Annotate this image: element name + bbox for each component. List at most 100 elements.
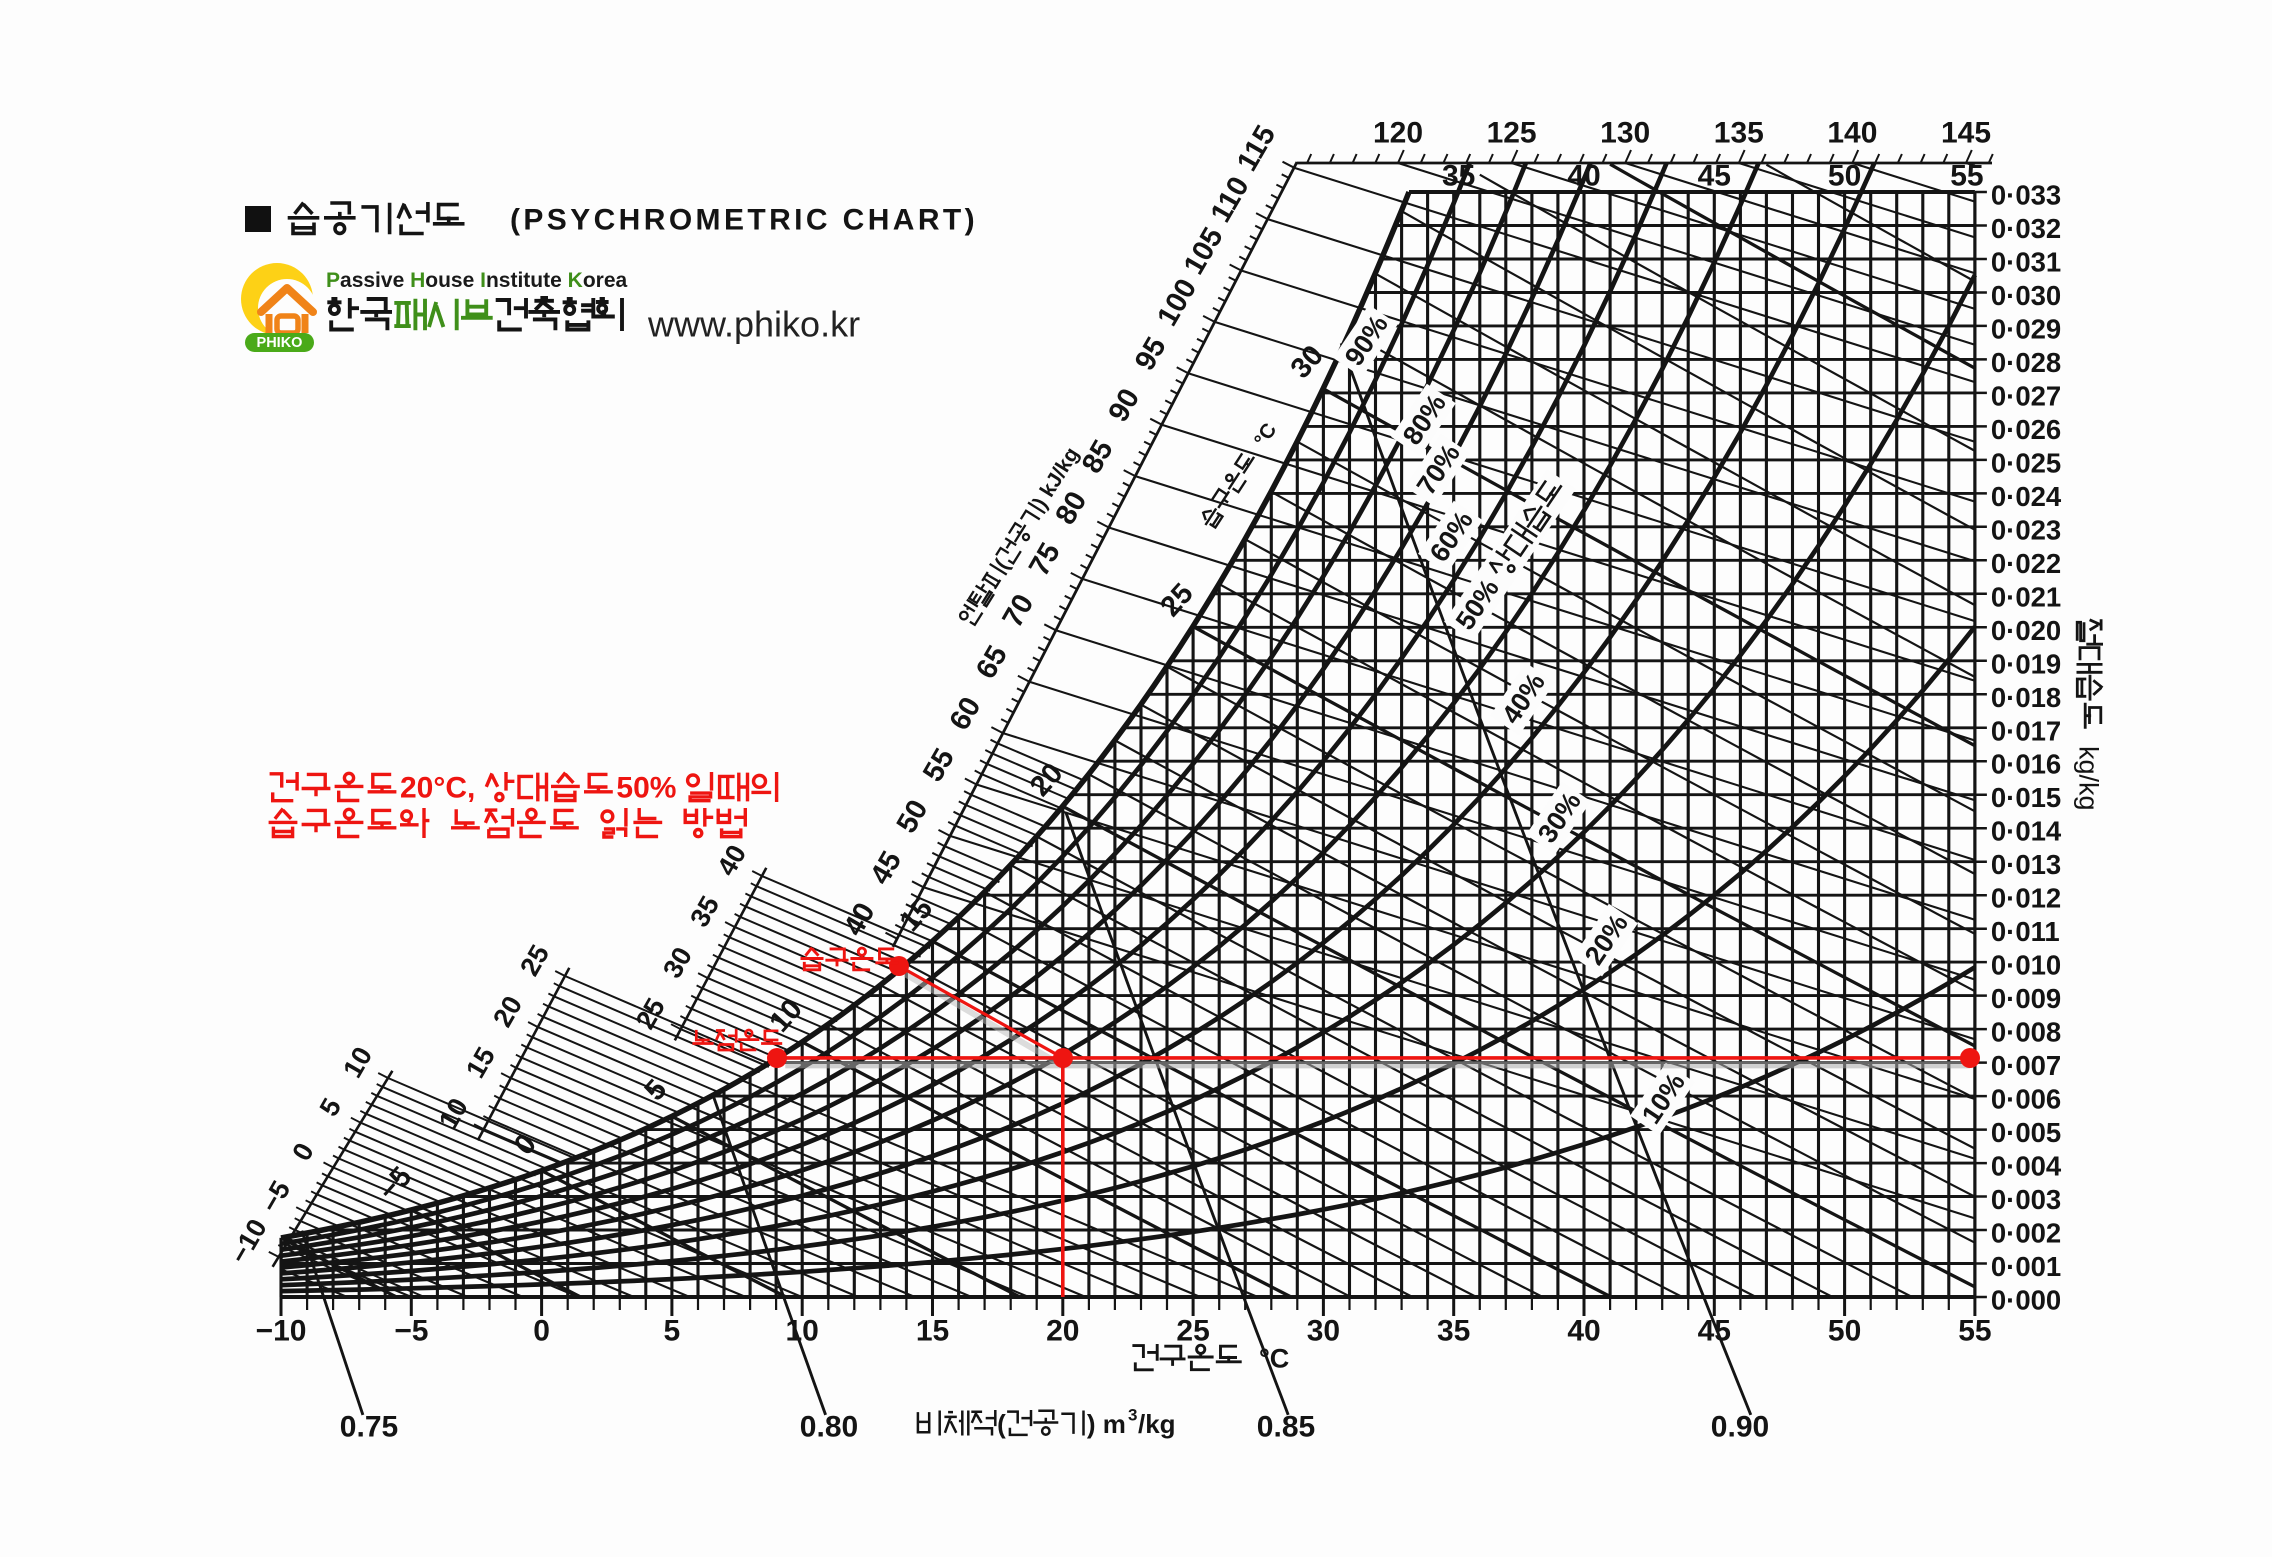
svg-text:30: 30 xyxy=(1307,1315,1340,1348)
svg-text:0·033: 0·033 xyxy=(1991,180,2061,211)
svg-text:0: 0 xyxy=(286,1138,319,1166)
svg-text:25: 25 xyxy=(1176,1315,1209,1348)
svg-text:125: 125 xyxy=(1487,117,1537,150)
svg-text:10: 10 xyxy=(786,1315,819,1348)
svg-text:0·030: 0·030 xyxy=(1991,280,2061,311)
svg-text:50: 50 xyxy=(1828,1315,1861,1348)
svg-text:0·004: 0·004 xyxy=(1991,1151,2062,1182)
svg-text:135: 135 xyxy=(1714,117,1764,150)
svg-text:130: 130 xyxy=(1600,117,1650,150)
svg-text:0·019: 0·019 xyxy=(1991,648,2061,679)
svg-text:0·006: 0·006 xyxy=(1991,1084,2061,1115)
svg-text:0·020: 0·020 xyxy=(1991,615,2061,646)
svg-text:25: 25 xyxy=(630,993,671,1034)
svg-text:0·031: 0·031 xyxy=(1991,247,2061,278)
svg-text:0·018: 0·018 xyxy=(1991,682,2061,713)
svg-text:0·003: 0·003 xyxy=(1991,1184,2061,1215)
svg-text:0·021: 0·021 xyxy=(1991,581,2061,612)
svg-text:40: 40 xyxy=(711,840,752,881)
svg-text:°C: °C xyxy=(1250,419,1282,451)
svg-text:0·010: 0·010 xyxy=(1991,950,2061,981)
svg-text:0·012: 0·012 xyxy=(1991,883,2061,914)
svg-text:35: 35 xyxy=(1437,1315,1470,1348)
svg-text:0: 0 xyxy=(533,1315,550,1348)
svg-text:45: 45 xyxy=(1698,1315,1731,1348)
svg-text:0·032: 0·032 xyxy=(1991,213,2061,244)
svg-text:45: 45 xyxy=(864,846,908,890)
svg-text:0·007: 0·007 xyxy=(1991,1050,2061,1081)
svg-text:−10: −10 xyxy=(224,1214,273,1269)
svg-text:45: 45 xyxy=(1698,160,1731,193)
svg-text:3: 3 xyxy=(1128,1406,1137,1425)
svg-text:0·015: 0·015 xyxy=(1991,782,2061,813)
svg-text:/kg: /kg xyxy=(1138,1409,1176,1439)
svg-text:105: 105 xyxy=(1178,222,1230,280)
svg-text:0·023: 0·023 xyxy=(1991,514,2061,545)
svg-text:0·009: 0·009 xyxy=(1991,983,2061,1014)
svg-text:55: 55 xyxy=(1958,1315,1991,1348)
svg-text:70: 70 xyxy=(997,589,1041,633)
svg-text:0·017: 0·017 xyxy=(1991,715,2061,746)
svg-text:−5: −5 xyxy=(255,1176,296,1218)
svg-text:0·014: 0·014 xyxy=(1991,816,2062,847)
svg-text:35: 35 xyxy=(684,891,725,932)
svg-text:40: 40 xyxy=(1567,160,1600,193)
svg-text:0·005: 0·005 xyxy=(1991,1117,2061,1148)
svg-text:140: 140 xyxy=(1827,117,1877,150)
svg-text:0·027: 0·027 xyxy=(1991,380,2061,411)
svg-text:25: 25 xyxy=(514,940,555,981)
svg-text:0·024: 0·024 xyxy=(1991,481,2062,512)
svg-text:0·029: 0·029 xyxy=(1991,313,2061,344)
svg-text:0·001: 0·001 xyxy=(1991,1251,2061,1282)
svg-text:0.85: 0.85 xyxy=(1257,1411,1315,1444)
svg-text:0.75: 0.75 xyxy=(340,1411,398,1444)
svg-text:35: 35 xyxy=(1442,160,1475,193)
svg-text:) m: ) m xyxy=(1087,1409,1126,1439)
svg-text:5: 5 xyxy=(664,1315,681,1348)
svg-text:20°C,: 20°C, xyxy=(400,772,475,805)
svg-text:50: 50 xyxy=(1828,160,1861,193)
svg-text:0·000: 0·000 xyxy=(1991,1285,2061,1316)
svg-text:15: 15 xyxy=(916,1315,949,1348)
svg-text:0·016: 0·016 xyxy=(1991,749,2061,780)
svg-text:110: 110 xyxy=(1205,172,1256,229)
svg-text:Passive House Institute Korea: Passive House Institute Korea xyxy=(326,269,627,292)
svg-text:kg/kg: kg/kg xyxy=(2073,746,2103,811)
svg-text:75: 75 xyxy=(1023,538,1067,582)
svg-text:120: 120 xyxy=(1373,117,1423,150)
svg-text:90: 90 xyxy=(1102,383,1146,427)
svg-text:0·013: 0·013 xyxy=(1991,849,2061,880)
svg-text:15: 15 xyxy=(460,1042,501,1083)
svg-text:60: 60 xyxy=(944,692,988,736)
svg-text:40: 40 xyxy=(1567,1315,1600,1348)
svg-text:95: 95 xyxy=(1129,332,1173,376)
svg-text:115: 115 xyxy=(1231,120,1282,177)
svg-text:20: 20 xyxy=(487,991,528,1032)
svg-text:55: 55 xyxy=(917,743,961,787)
svg-text:25: 25 xyxy=(1154,577,1199,622)
svg-text:0·026: 0·026 xyxy=(1991,414,2061,445)
svg-text:30: 30 xyxy=(657,942,698,983)
svg-text:−5: −5 xyxy=(394,1315,428,1348)
svg-text:10: 10 xyxy=(337,1042,378,1083)
svg-text:0·008: 0·008 xyxy=(1991,1017,2061,1048)
svg-text:145: 145 xyxy=(1941,117,1991,150)
svg-text:−10: −10 xyxy=(256,1315,307,1348)
svg-text:65: 65 xyxy=(970,640,1014,684)
svg-text:PHIKO: PHIKO xyxy=(257,335,303,351)
svg-text:0·028: 0·028 xyxy=(1991,347,2061,378)
svg-text:0·011: 0·011 xyxy=(1991,916,2060,947)
svg-text:100: 100 xyxy=(1151,274,1203,332)
svg-text:40: 40 xyxy=(838,897,882,941)
svg-text:0.90: 0.90 xyxy=(1711,1411,1769,1444)
svg-text:5: 5 xyxy=(314,1093,347,1121)
svg-text:0: 0 xyxy=(508,1128,543,1161)
svg-text:20: 20 xyxy=(1046,1315,1079,1348)
svg-text:(PSYCHROMETRIC CHART): (PSYCHROMETRIC CHART) xyxy=(510,204,978,237)
svg-text:50%: 50% xyxy=(616,772,676,805)
svg-text:55: 55 xyxy=(1950,160,1983,193)
svg-text:0.80: 0.80 xyxy=(800,1411,858,1444)
svg-text:(: ( xyxy=(997,1409,1006,1439)
svg-text:0·002: 0·002 xyxy=(1991,1218,2061,1249)
svg-text:www.phiko.kr: www.phiko.kr xyxy=(647,304,860,345)
